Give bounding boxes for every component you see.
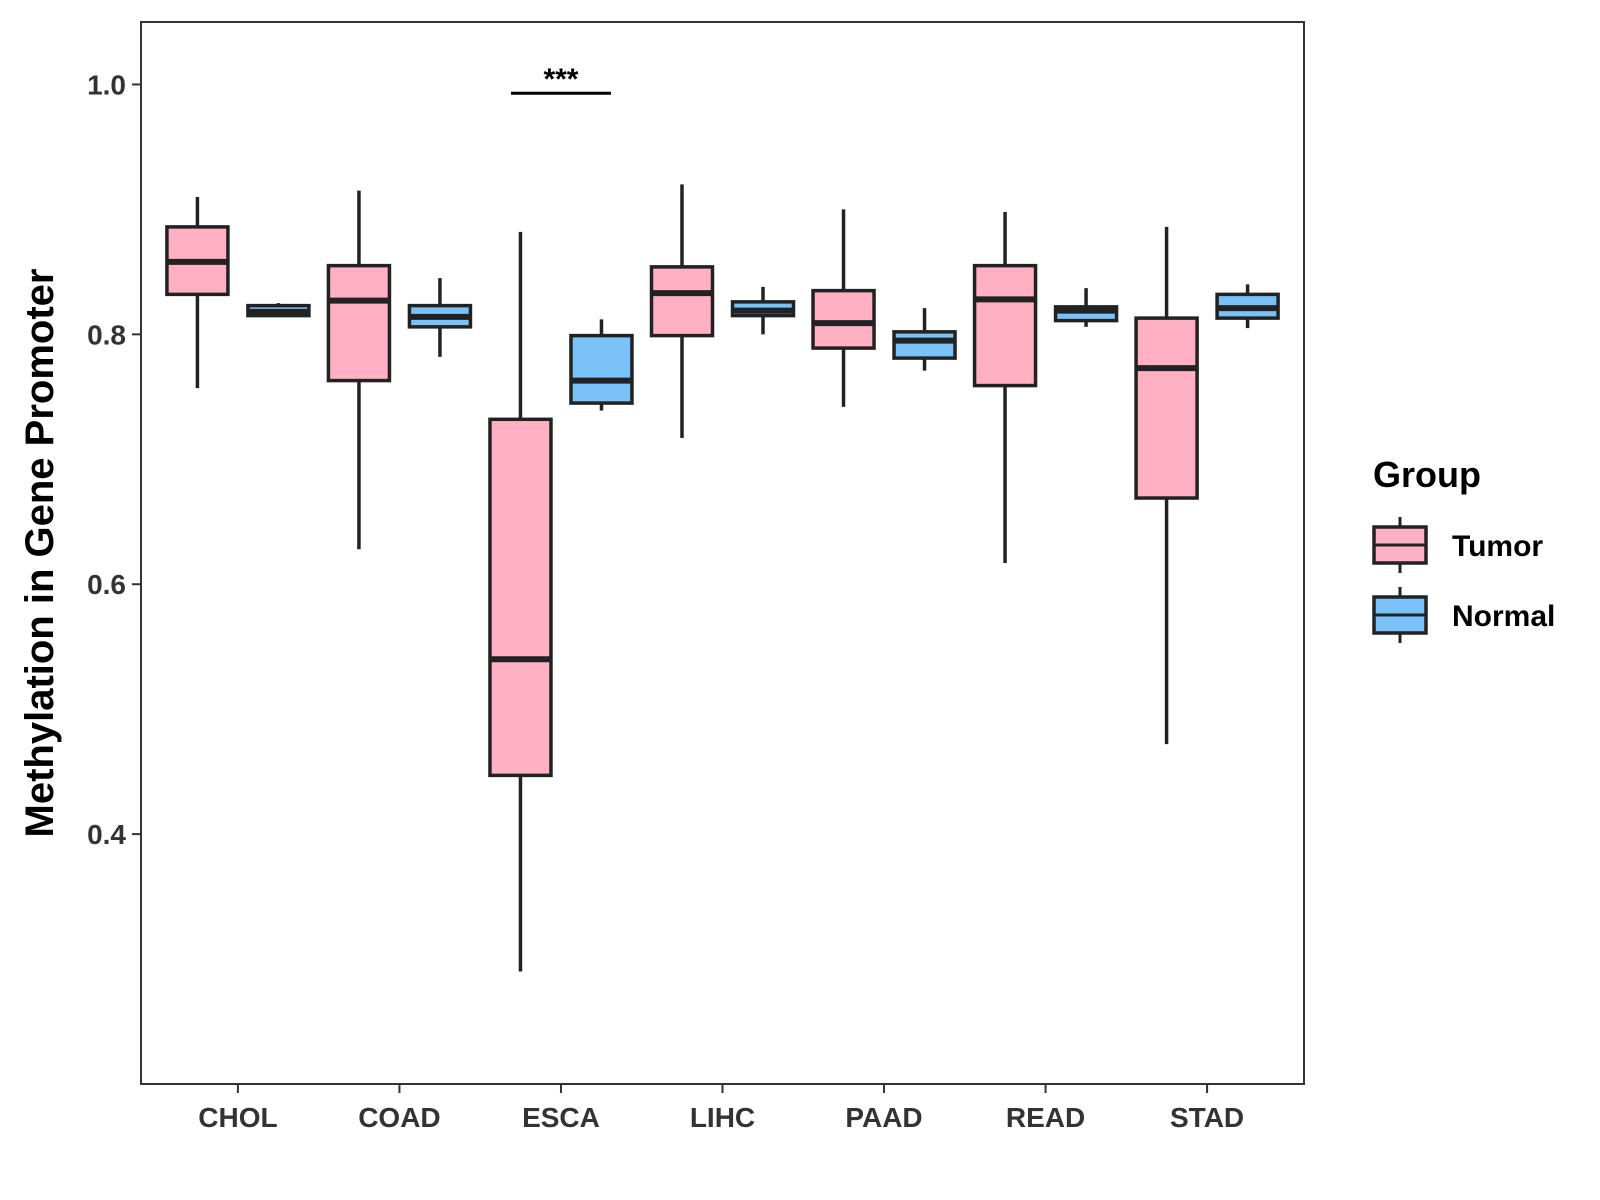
x-tick-label: COAD — [358, 1102, 440, 1133]
y-tick-label: 1.0 — [87, 69, 126, 100]
significance-label-esca: *** — [543, 63, 578, 96]
legend-label-normal: Normal — [1452, 600, 1555, 633]
box-tumor-paad — [811, 209, 876, 407]
box-tumor-chol — [165, 196, 230, 389]
iqr-box-tumor-read — [972, 263, 1038, 388]
box-tumor-stad — [1134, 226, 1199, 745]
iqr-box-tumor-esca — [488, 417, 553, 778]
x-tick-label: CHOL — [198, 1102, 277, 1133]
x-tick-label: ESCA — [522, 1102, 600, 1133]
plot-panel-border — [140, 21, 1305, 1085]
x-tick-label: READ — [1006, 1102, 1085, 1133]
x-tick-label: STAD — [1170, 1102, 1244, 1133]
legend-item-normal: Normal — [1372, 587, 1555, 643]
box-tumor-coad — [326, 190, 392, 550]
box-tumor-esca — [488, 231, 553, 972]
iqr-box-tumor-paad — [811, 288, 876, 350]
iqr-box-tumor-coad — [326, 263, 392, 383]
legend-title: Group — [1373, 454, 1481, 495]
y-axis-title: Methylation in Gene Promoter — [18, 269, 62, 838]
axes: 0.4 0.6 0.8 1.0 CHOL COAD ESCA LIHC PAAD READ STAD — [87, 69, 1244, 1133]
box-normal-chol — [246, 303, 311, 318]
legend-item-tumor: Tumor — [1372, 517, 1543, 573]
box-normal-stad — [1215, 284, 1280, 329]
box-tumor-read — [972, 211, 1038, 563]
x-tick-label: PAAD — [845, 1102, 922, 1133]
y-tick-label: 0.8 — [87, 319, 126, 350]
iqr-box-tumor-stad — [1134, 316, 1199, 500]
y-tick-label: 0.4 — [87, 819, 126, 850]
y-tick-label: 0.6 — [87, 569, 126, 600]
iqr-box-normal-paad — [892, 330, 957, 360]
x-tick-label: LIHC — [690, 1102, 755, 1133]
box-tumor-lihc — [649, 184, 715, 439]
legend: Group Tumor Normal — [1372, 454, 1555, 643]
box-normal-coad — [407, 278, 473, 357]
legend-label-tumor: Tumor — [1452, 530, 1543, 563]
box-normal-lihc — [730, 286, 796, 335]
box-normal-read — [1053, 288, 1119, 327]
iqr-box-tumor-lihc — [649, 265, 715, 338]
iqr-box-normal-esca — [569, 333, 634, 405]
box-normal-esca — [569, 319, 634, 411]
box-normal-paad — [892, 308, 957, 371]
plot-marks: *** — [165, 63, 1280, 972]
